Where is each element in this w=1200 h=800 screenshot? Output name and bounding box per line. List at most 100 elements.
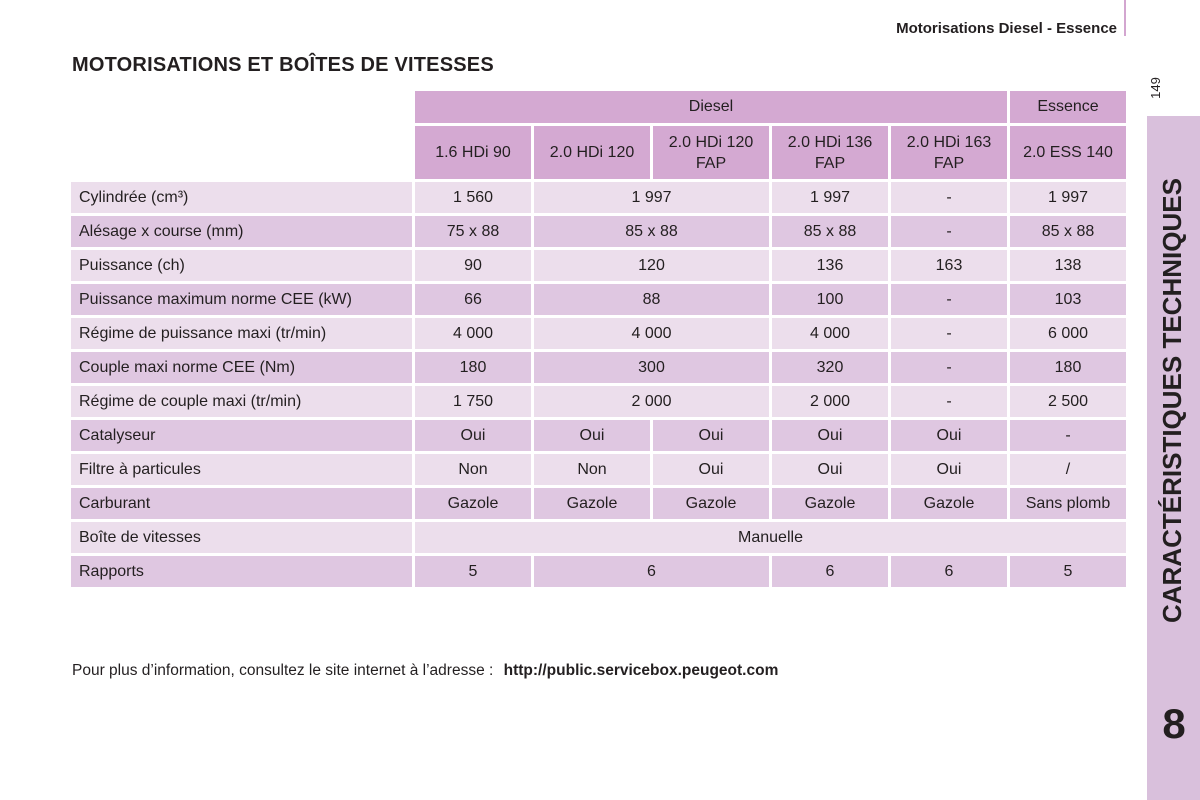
row-label: Carburant: [71, 488, 412, 519]
table-cell: Gazole: [772, 488, 888, 519]
model-header-cell: 2.0 HDi 120: [534, 126, 650, 179]
table-cell: Oui: [415, 420, 531, 451]
model-header-cell: 2.0 HDi 136 FAP: [772, 126, 888, 179]
table-row: Couple maxi norme CEE (Nm) 180 300 320-180: [71, 352, 1126, 383]
row-label: Boîte de vitesses: [71, 522, 412, 553]
table-row: Boîte de vitesses Manuelle: [71, 522, 1126, 553]
model-header-cell: 2.0 HDi 163 FAP: [891, 126, 1007, 179]
table-cell: -: [891, 182, 1007, 213]
row-label: Rapports: [71, 556, 412, 587]
table-cell: Sans plomb: [1010, 488, 1126, 519]
table-cell: 100: [772, 284, 888, 315]
table-cell: Oui: [653, 454, 769, 485]
servicebox-link[interactable]: http://public.servicebox.peugeot.com: [503, 662, 779, 679]
table-cell: 1 997: [1010, 182, 1126, 213]
table-cell: 90: [415, 250, 531, 281]
table-cell: 5: [1010, 556, 1126, 587]
row-label: Catalyseur: [71, 420, 412, 451]
table-row: Régime de puissance maxi (tr/min) 4 000 4 …: [71, 318, 1126, 349]
table-cell: Oui: [653, 420, 769, 451]
table-cell: Non: [534, 454, 650, 485]
table-cell: 320: [772, 352, 888, 383]
table-cell: 300: [534, 352, 769, 383]
table-row: Régime de couple maxi (tr/min) 1 750 2 000…: [71, 386, 1126, 417]
chapter-number: 8: [1162, 700, 1186, 747]
table-cell: 138: [1010, 250, 1126, 281]
table-cell: 1 560: [415, 182, 531, 213]
table-cell: 120: [534, 250, 769, 281]
table-cell: 180: [1010, 352, 1126, 383]
row-label: Filtre à particules: [71, 454, 412, 485]
row-label: Puissance maximum norme CEE (kW): [71, 284, 412, 315]
table-row: Catalyseur Oui Oui Oui Oui Oui -: [71, 420, 1126, 451]
table-cell: Gazole: [653, 488, 769, 519]
row-label: Puissance (ch): [71, 250, 412, 281]
table-cell: 1 750: [415, 386, 531, 417]
table-cell: 85 x 88: [1010, 216, 1126, 247]
table-cell: Oui: [772, 454, 888, 485]
empty-corner-cell: [71, 126, 412, 179]
footnote: Pour plus d’information, consultez le si…: [72, 662, 778, 680]
table-cell: Oui: [891, 420, 1007, 451]
table-cell: 6: [534, 556, 769, 587]
table-row: Alésage x course (mm) 75 x 88 85 x 88 85 x …: [71, 216, 1126, 247]
table-cell: Gazole: [415, 488, 531, 519]
row-label: Alésage x course (mm): [71, 216, 412, 247]
model-header-row: 1.6 HDi 90 2.0 HDi 120 2.0 HDi 120 FAP 2…: [71, 126, 1126, 179]
table-cell: Gazole: [891, 488, 1007, 519]
page-header-title: Motorisations Diesel - Essence: [896, 20, 1117, 37]
table-cell: 136: [772, 250, 888, 281]
table-cell: Oui: [772, 420, 888, 451]
table-cell: 66: [415, 284, 531, 315]
table-row: Carburant Gazole Gazole Gazole Gazole Gazole S…: [71, 488, 1126, 519]
table-cell: 103: [1010, 284, 1126, 315]
table-cell: 1 997: [772, 182, 888, 213]
table-row: Puissance (ch) 90 120 136 163 138: [71, 250, 1126, 281]
table-row: Rapports 5 6 6 6 5: [71, 556, 1126, 587]
table-cell: 4 000: [415, 318, 531, 349]
header-divider: [1124, 0, 1126, 36]
page-number: 149: [1148, 77, 1163, 99]
table-cell: Gazole: [534, 488, 650, 519]
group-header-row: Diesel Essence: [71, 91, 1126, 123]
row-label: Couple maxi norme CEE (Nm): [71, 352, 412, 383]
empty-corner-cell: [71, 91, 412, 123]
table-cell: /: [1010, 454, 1126, 485]
table-cell: 2 000: [772, 386, 888, 417]
table-cell: -: [891, 318, 1007, 349]
engine-specs-table: Diesel Essence 1.6 HDi 90 2.0 HDi 120 2.…: [68, 88, 1129, 590]
table-cell: 75 x 88: [415, 216, 531, 247]
table-cell: -: [1010, 420, 1126, 451]
table-cell: Non: [415, 454, 531, 485]
chapter-side-tab: [1147, 116, 1200, 800]
row-label: Régime de couple maxi (tr/min): [71, 386, 412, 417]
table-cell: 85 x 88: [772, 216, 888, 247]
table-cell: 180: [415, 352, 531, 383]
chapter-title: CARACTÉRISTIQUES TECHNIQUES: [1157, 178, 1187, 623]
table-cell: 4 000: [534, 318, 769, 349]
table-cell: 4 000: [772, 318, 888, 349]
table-title: MOTORISATIONS ET BOÎTES DE VITESSES: [72, 54, 494, 76]
footnote-text: Pour plus d’information, consultez le si…: [72, 662, 494, 679]
table-row: Cylindrée (cm³) 1 560 1 997 1 997-1 997: [71, 182, 1126, 213]
table-cell: 163: [891, 250, 1007, 281]
table-cell: 88: [534, 284, 769, 315]
row-label: Cylindrée (cm³): [71, 182, 412, 213]
model-header-cell: 1.6 HDi 90: [415, 126, 531, 179]
table-cell: 85 x 88: [534, 216, 769, 247]
table-cell: -: [891, 386, 1007, 417]
table-cell: -: [891, 284, 1007, 315]
table-row: Filtre à particules Non Non Oui Oui Oui /: [71, 454, 1126, 485]
table-cell: 2 000: [534, 386, 769, 417]
table-cell: -: [891, 216, 1007, 247]
table-cell: 2 500: [1010, 386, 1126, 417]
model-header-cell: 2.0 ESS 140: [1010, 126, 1126, 179]
table-cell: Manuelle: [415, 522, 1126, 553]
essence-group-header: Essence: [1010, 91, 1126, 123]
table-cell: Oui: [534, 420, 650, 451]
table-row: Puissance maximum norme CEE (kW) 66 88 100-…: [71, 284, 1126, 315]
table-cell: 6 000: [1010, 318, 1126, 349]
table-cell: -: [891, 352, 1007, 383]
table-cell: Oui: [891, 454, 1007, 485]
row-label: Régime de puissance maxi (tr/min): [71, 318, 412, 349]
